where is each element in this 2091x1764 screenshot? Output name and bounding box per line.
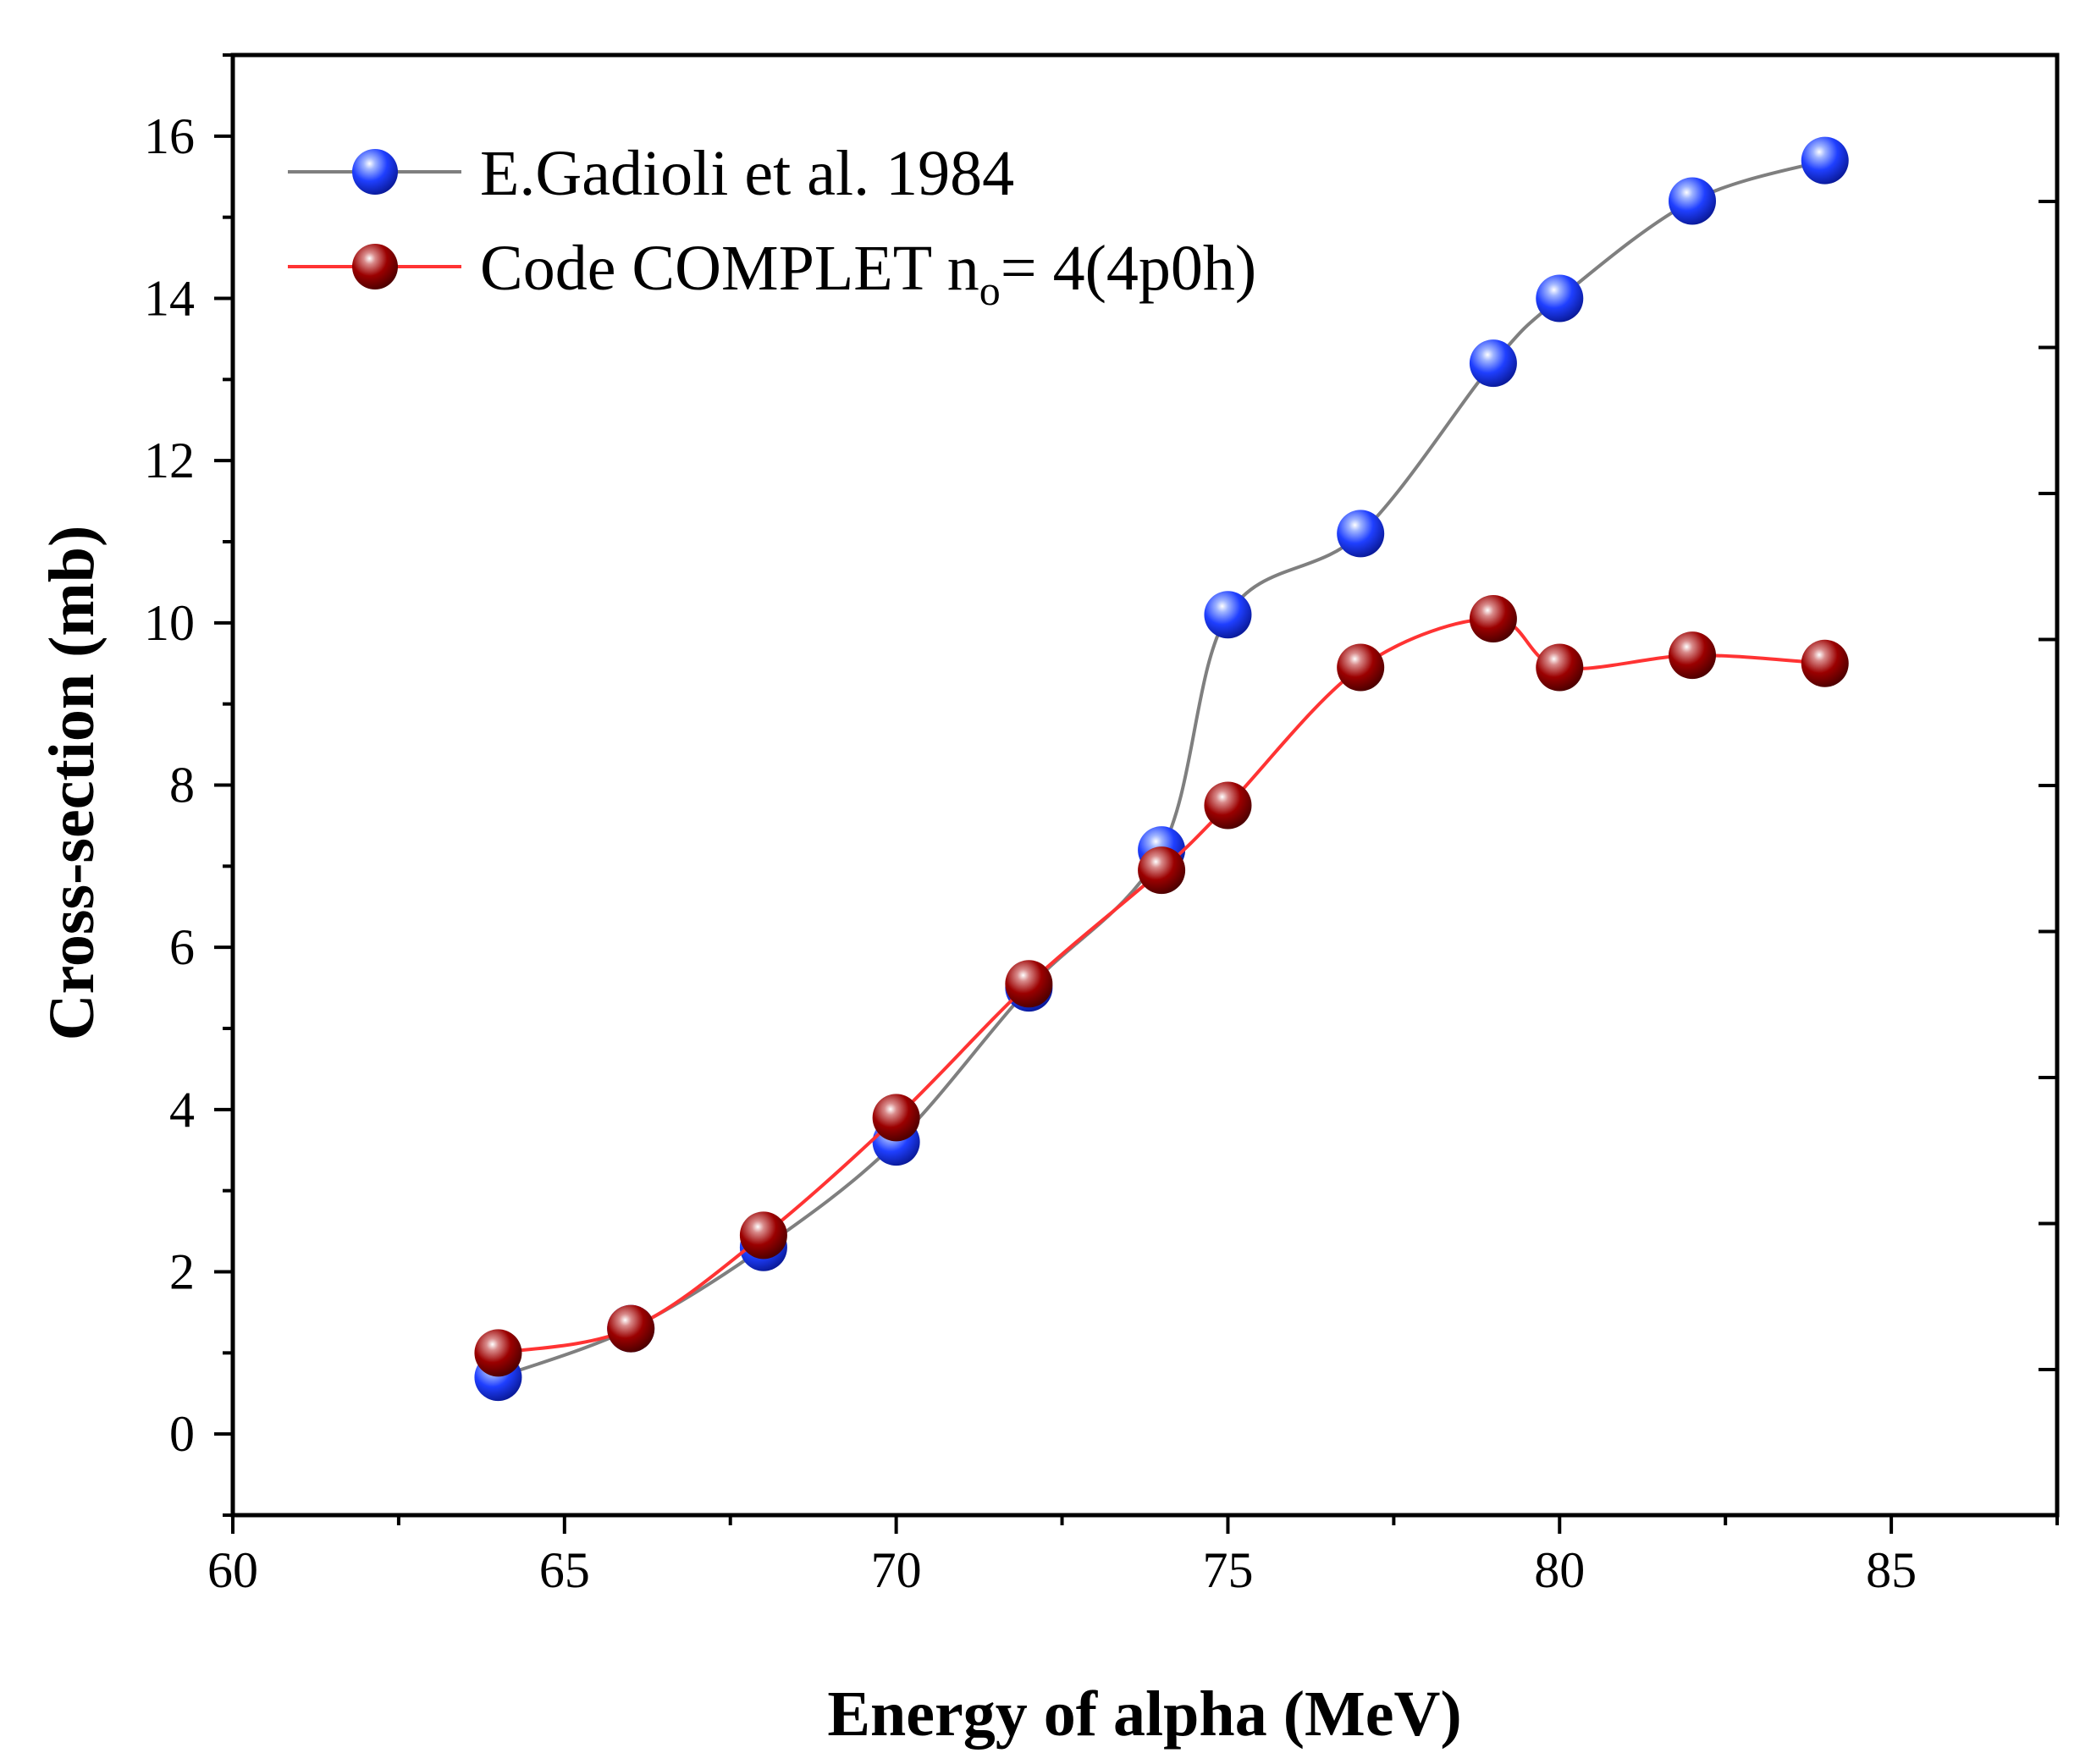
x-axis-title: Energy of alpha (MeV) [827, 1679, 1461, 1750]
series-layer [474, 136, 1849, 1402]
legend-entry-complet: Code COMPLET no= 4(4p0h) [288, 233, 1256, 314]
legend-label-complet: Code COMPLET no= 4(4p0h) [480, 233, 1256, 314]
legend-marker-gadioli [352, 149, 398, 195]
data-point-complet [1536, 643, 1584, 692]
legend-label-complet-sub: o [979, 267, 1001, 314]
y-tick-label: 8 [169, 758, 195, 813]
legend-label-complet-tail: = 4(4p0h) [1001, 233, 1256, 304]
legend-label-complet-main: Code COMPLET n [480, 233, 979, 304]
data-point-complet [1469, 595, 1517, 643]
data-point-complet [1801, 639, 1849, 687]
y-tick-label: 4 [169, 1082, 195, 1138]
x-tick-label: 70 [871, 1542, 922, 1598]
x-tick-label: 60 [207, 1542, 258, 1598]
data-point-gadioli [1469, 339, 1517, 388]
data-point-complet [1337, 643, 1385, 692]
legend-marker-complet [352, 244, 398, 289]
y-tick-label: 16 [144, 108, 195, 164]
y-axis-ticks: 0 2 4 6 8 10 12 14 16 [144, 53, 2057, 1517]
data-point-complet [1669, 631, 1716, 680]
data-point-complet [474, 1329, 522, 1377]
series-gadioli [474, 136, 1849, 1402]
x-axis-ticks: 60 65 70 75 80 85 [207, 1515, 2059, 1598]
data-point-complet [1138, 846, 1186, 895]
y-tick-label: 14 [144, 271, 195, 327]
data-point-complet [739, 1211, 787, 1260]
y-tick-label: 6 [169, 919, 195, 975]
y-tick-label: 0 [169, 1406, 195, 1462]
data-point-gadioli [1337, 510, 1385, 558]
data-point-complet [607, 1304, 655, 1353]
x-tick-label: 65 [539, 1542, 590, 1598]
y-tick-label: 10 [144, 595, 195, 651]
x-tick-label: 75 [1202, 1542, 1253, 1598]
data-point-gadioli [1669, 177, 1716, 225]
legend-entry-gadioli: E.Gadioli et al. 1984 [288, 138, 1014, 209]
data-point-complet [1204, 781, 1252, 830]
data-point-gadioli [1801, 136, 1849, 185]
data-point-complet [1005, 960, 1053, 1008]
series-line-gadioli [497, 158, 1826, 1379]
x-tick-label: 85 [1866, 1542, 1917, 1598]
y-tick-label: 12 [144, 433, 195, 488]
data-point-gadioli [1204, 591, 1252, 639]
series-complet [474, 595, 1849, 1377]
y-tick-label: 2 [169, 1244, 195, 1300]
series-line-complet [498, 617, 1825, 1355]
legend-label-gadioli: E.Gadioli et al. 1984 [480, 138, 1014, 209]
data-point-complet [872, 1094, 920, 1142]
legend: E.Gadioli et al. 1984 Code COMPLET no= 4… [288, 138, 1256, 314]
y-axis-title: Cross-section (mb) [36, 526, 108, 1041]
data-point-gadioli [1536, 274, 1584, 322]
x-tick-label: 80 [1534, 1542, 1585, 1598]
